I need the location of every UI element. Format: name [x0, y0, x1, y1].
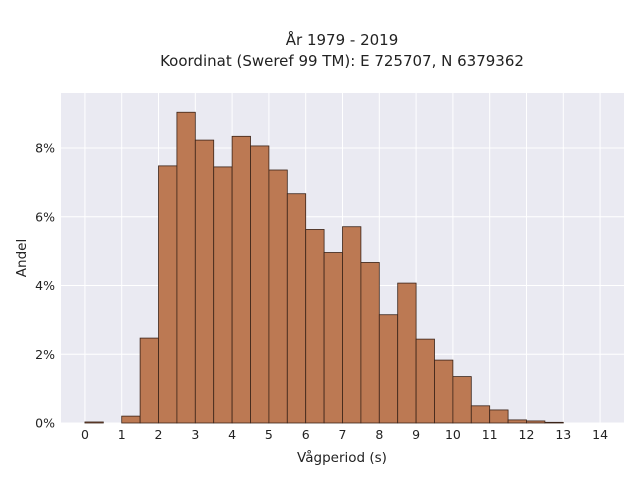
bars — [84, 111, 564, 424]
x-tick-label: 2 — [155, 427, 163, 442]
y-tick-label: 8% — [35, 141, 55, 156]
x-tick-label: 11 — [482, 427, 498, 442]
x-tick-label: 7 — [339, 427, 347, 442]
histogram-bar — [397, 282, 417, 424]
y-tick-label: 2% — [35, 347, 55, 362]
histogram-bar — [139, 337, 159, 424]
histogram-bar — [342, 226, 362, 424]
x-tick-label: 1 — [118, 427, 126, 442]
x-tick-label: 0 — [81, 427, 89, 442]
histogram-bar — [158, 165, 178, 424]
x-axis-label: Vågperiod (s) — [297, 449, 387, 466]
x-tick-label: 9 — [412, 427, 420, 442]
x-tick-label: 3 — [191, 427, 199, 442]
histogram-bar — [360, 262, 380, 424]
histogram-bar — [323, 252, 343, 424]
histogram-bar — [378, 314, 399, 424]
x-tick-label: 6 — [302, 427, 310, 442]
x-tick-label: 8 — [375, 427, 383, 442]
histogram-bar — [84, 421, 104, 424]
histogram-bar — [526, 420, 546, 424]
y-tick-labels: 0% 2% 4% 6% 8% — [35, 141, 55, 431]
x-tick-label: 13 — [555, 427, 571, 442]
histogram-bar — [415, 338, 435, 424]
y-axis-label: Andel — [14, 239, 30, 277]
histogram-bar — [250, 145, 270, 424]
histogram-bar — [231, 135, 251, 424]
histogram-bar — [544, 421, 564, 424]
y-tick-label: 0% — [35, 416, 55, 431]
histogram-bar — [489, 409, 509, 424]
histogram-bar — [176, 111, 196, 424]
chart-title-line-1: År 1979 - 2019 — [286, 30, 399, 49]
chart-title-line-2: Koordinat (Sweref 99 TM): E 725707, N 63… — [160, 52, 524, 70]
histogram-bar — [305, 229, 325, 424]
x-tick-label: 4 — [228, 427, 236, 442]
x-tick-label: 12 — [519, 427, 535, 442]
x-tick-label: 14 — [592, 427, 608, 442]
x-tick-label: 5 — [265, 427, 273, 442]
histogram-bar — [452, 376, 472, 424]
y-tick-label: 6% — [35, 209, 55, 224]
histogram-bar — [507, 419, 527, 424]
x-tick-label: 10 — [445, 427, 461, 442]
histogram-bar — [470, 405, 491, 424]
histogram-bar — [434, 359, 454, 424]
histogram-bar — [194, 139, 215, 424]
x-tick-labels: 0 1 2 3 4 5 6 7 8 9 10 11 12 13 14 — [81, 427, 608, 442]
histogram-bar — [286, 193, 307, 424]
histogram-bar — [213, 166, 233, 424]
histogram-bar — [121, 415, 141, 424]
y-tick-label: 4% — [35, 278, 55, 293]
histogram-bar — [268, 169, 288, 424]
